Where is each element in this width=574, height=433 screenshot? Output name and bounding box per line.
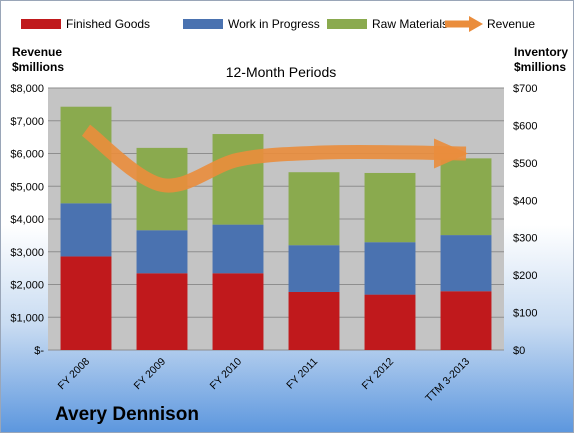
company-name: Avery Dennison xyxy=(55,404,199,425)
revenue-line xyxy=(81,124,468,193)
category-label: FY 2012 xyxy=(360,356,397,393)
right-axis-label-line-2: $millions xyxy=(514,60,566,74)
left-axis-tick-label: $1,000 xyxy=(10,312,44,324)
bar-finished-goods xyxy=(364,294,416,350)
bar-work-in-progress xyxy=(60,203,112,257)
bar-work-in-progress xyxy=(364,242,416,295)
bar-finished-goods xyxy=(60,256,112,350)
left-axis-tick-label: $- xyxy=(34,345,44,357)
left-axis-tick-label: $4,000 xyxy=(10,214,44,226)
right-axis-tick-label: $200 xyxy=(513,270,537,282)
bar-finished-goods xyxy=(212,273,264,350)
right-axis-tick-label: $600 xyxy=(513,120,537,132)
revenue-arrowhead xyxy=(434,138,468,169)
bar-raw-materials xyxy=(440,158,492,236)
bar-work-in-progress xyxy=(212,224,264,274)
legend-label: Revenue xyxy=(487,17,535,31)
left-axis-tick-label: $6,000 xyxy=(10,149,44,161)
right-axis-tick-label: $500 xyxy=(513,158,537,170)
right-axis-tick-label: $100 xyxy=(513,308,537,320)
bar-work-in-progress xyxy=(136,230,188,274)
right-axis-label-line-1: Inventory xyxy=(514,45,568,59)
legend-swatch-raw-materials xyxy=(327,19,367,29)
bar-finished-goods xyxy=(440,291,492,350)
left-axis-ticks: $- $1,000 $2,000 $3,000 $4,000 $5,000 $6,000 $7… xyxy=(10,83,44,357)
left-axis-label-line-1: Revenue xyxy=(12,45,62,59)
category-label: TTM 3-2013 xyxy=(423,356,472,405)
category-label: FY 2008 xyxy=(56,356,93,393)
legend: Finished Goods Work in Progress Raw Materi… xyxy=(21,16,535,32)
bar-finished-goods xyxy=(136,273,188,350)
category-label: FY 2011 xyxy=(284,356,320,392)
legend-swatch-work-in-progress xyxy=(183,19,223,29)
legend-label: Finished Goods xyxy=(66,17,150,31)
category-label: FY 2010 xyxy=(208,356,245,393)
right-axis-tick-label: $400 xyxy=(513,195,537,207)
left-axis-tick-label: $8,000 xyxy=(10,83,44,95)
category-label: FY 2009 xyxy=(132,356,169,393)
right-axis-tick-label: $300 xyxy=(513,233,537,245)
legend-swatch-finished-goods xyxy=(21,19,61,29)
bar-raw-materials xyxy=(364,172,416,243)
bar-finished-goods xyxy=(288,291,340,350)
right-axis-ticks: $0 $100 $200 $300 $400 $500 $600 $700 xyxy=(513,83,537,357)
left-axis-tick-label: $5,000 xyxy=(10,181,44,193)
left-axis-tick-label: $2,000 xyxy=(10,280,44,292)
bars xyxy=(60,106,492,350)
legend-label: Work in Progress xyxy=(228,17,320,31)
legend-label: Raw Materials xyxy=(372,17,448,31)
left-axis-tick-label: $7,000 xyxy=(10,116,44,128)
bar-raw-materials xyxy=(60,106,112,204)
bar-work-in-progress xyxy=(288,245,340,292)
right-axis-tick-label: $700 xyxy=(513,83,537,95)
left-axis-tick-label: $3,000 xyxy=(10,247,44,259)
category-labels: FY 2008 FY 2009 FY 2010 FY 2011 FY 2012 TTM 3… xyxy=(56,356,473,405)
chart-title: 12-Month Periods xyxy=(226,64,337,80)
right-axis-tick-label: $0 xyxy=(513,345,525,357)
bar-raw-materials xyxy=(288,172,340,246)
legend-arrowhead xyxy=(469,16,483,32)
bar-work-in-progress xyxy=(440,235,492,292)
bar-raw-materials xyxy=(212,134,264,225)
revenue-line-path xyxy=(81,124,467,193)
left-axis-label-line-2: $millions xyxy=(12,60,64,74)
